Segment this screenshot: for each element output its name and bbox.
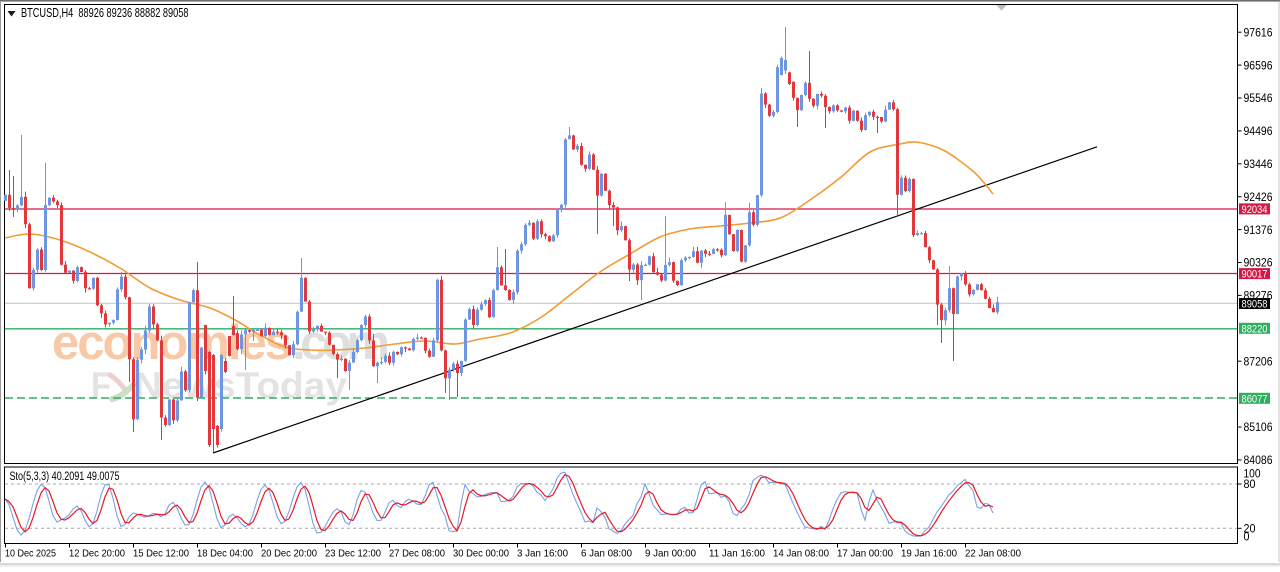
svg-text:97616: 97616 bbox=[1244, 25, 1273, 39]
svg-text:27 Dec 08:00: 27 Dec 08:00 bbox=[389, 548, 445, 560]
svg-text:14 Jan 08:00: 14 Jan 08:00 bbox=[773, 548, 829, 560]
svg-text:19 Jan 16:00: 19 Jan 16:00 bbox=[901, 548, 957, 560]
svg-text:3 Jan 16:00: 3 Jan 16:00 bbox=[517, 548, 568, 560]
svg-text:94496: 94496 bbox=[1244, 124, 1273, 138]
svg-text:17 Jan 00:00: 17 Jan 00:00 bbox=[837, 548, 893, 560]
svg-text:Sto(5,3,3) 40.2091 49.0075: Sto(5,3,3) 40.2091 49.0075 bbox=[10, 471, 120, 483]
svg-text:20 Dec 20:00: 20 Dec 20:00 bbox=[261, 548, 317, 560]
svg-text:96596: 96596 bbox=[1244, 58, 1273, 72]
svg-text:95546: 95546 bbox=[1244, 91, 1273, 105]
svg-text:0: 0 bbox=[1244, 530, 1250, 544]
svg-text:87206: 87206 bbox=[1244, 354, 1273, 368]
svg-text:90326: 90326 bbox=[1244, 256, 1273, 270]
svg-text:84086: 84086 bbox=[1244, 453, 1273, 467]
svg-text:90017: 90017 bbox=[1242, 269, 1268, 281]
svg-text:18 Dec 04:00: 18 Dec 04:00 bbox=[197, 548, 253, 560]
svg-text:9 Jan 00:00: 9 Jan 00:00 bbox=[645, 548, 696, 560]
svg-text:100: 100 bbox=[1244, 467, 1261, 481]
svg-text:NewsToday: NewsToday bbox=[134, 365, 347, 406]
svg-text:BTCUSD,H4 88926 89236 88882 8: BTCUSD,H4 88926 89236 88882 89058 bbox=[21, 6, 189, 20]
svg-text:86077: 86077 bbox=[1242, 393, 1268, 405]
svg-text:92426: 92426 bbox=[1244, 190, 1273, 204]
svg-text:15 Dec 12:00: 15 Dec 12:00 bbox=[133, 548, 189, 560]
svg-text:22 Jan 08:00: 22 Jan 08:00 bbox=[965, 548, 1021, 560]
svg-text:12 Dec 20:00: 12 Dec 20:00 bbox=[69, 548, 125, 560]
svg-text:89058: 89058 bbox=[1242, 299, 1268, 311]
svg-text:80: 80 bbox=[1244, 477, 1256, 491]
svg-text:F: F bbox=[91, 365, 111, 406]
svg-text:85106: 85106 bbox=[1244, 420, 1273, 434]
svg-text:30 Dec 00:00: 30 Dec 00:00 bbox=[453, 548, 509, 560]
svg-text:91376: 91376 bbox=[1244, 223, 1273, 237]
svg-text:23 Dec 12:00: 23 Dec 12:00 bbox=[325, 548, 381, 560]
svg-text:93446: 93446 bbox=[1244, 157, 1273, 171]
svg-text:10 Dec 2025: 10 Dec 2025 bbox=[5, 548, 56, 560]
svg-text:92034: 92034 bbox=[1242, 204, 1268, 216]
svg-text:economies: economies bbox=[52, 316, 292, 370]
svg-text:20: 20 bbox=[1244, 522, 1256, 536]
svg-text:6 Jan 08:00: 6 Jan 08:00 bbox=[581, 548, 632, 560]
svg-text:.com: .com bbox=[292, 316, 390, 370]
svg-text:11 Jan 16:00: 11 Jan 16:00 bbox=[709, 548, 765, 560]
svg-text:88220: 88220 bbox=[1242, 323, 1268, 335]
